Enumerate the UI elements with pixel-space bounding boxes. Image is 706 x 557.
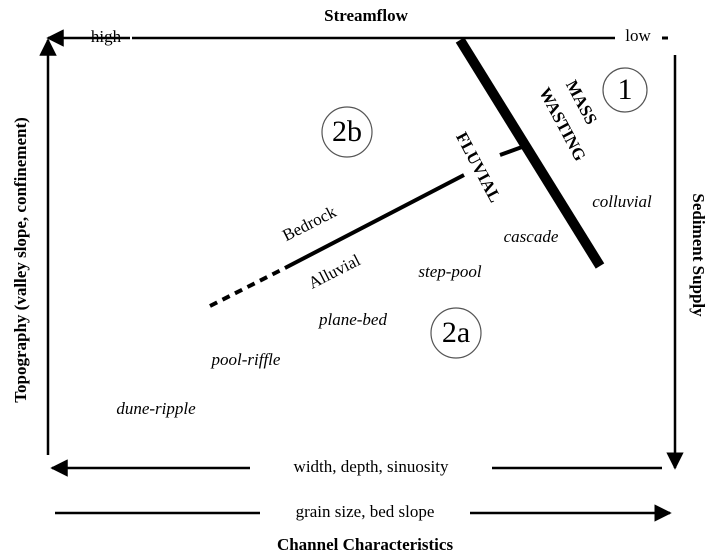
mass-wasting-line	[455, 37, 605, 269]
channel-type: plane-bed	[318, 310, 387, 329]
topography-label: Topography (valley slope, confinement)	[11, 117, 30, 403]
fluvial-dashed	[209, 266, 286, 308]
zone-label: 2a	[442, 316, 470, 349]
channel-type: cascade	[504, 227, 559, 246]
channel-type: step-pool	[418, 262, 482, 281]
zone-label: 1	[618, 73, 633, 106]
low-label: low	[625, 26, 651, 45]
zone-circle	[430, 307, 482, 359]
high-label: high	[91, 27, 122, 46]
channel-type: colluvial	[592, 192, 652, 211]
grain-label: grain size, bed slope	[296, 502, 435, 521]
sediment-label: Sediment Supply	[689, 193, 706, 317]
width-label: width, depth, sinuosity	[294, 457, 449, 476]
channel-title: Channel Characteristics	[277, 535, 454, 554]
zone-circle	[602, 67, 648, 113]
substrate-label: Bedrock	[279, 202, 339, 245]
substrate-label: Alluvial	[305, 250, 364, 292]
zone-label: 2b	[332, 115, 362, 148]
streamflow-title: Streamflow	[324, 6, 408, 25]
fluvial-line	[284, 173, 465, 270]
zone-circle	[321, 106, 373, 158]
process-label: FLUVIAL	[452, 129, 505, 205]
channel-type: dune-ripple	[116, 399, 196, 418]
channel-type: pool-riffle	[211, 350, 281, 369]
fluvial-stub	[499, 145, 523, 157]
